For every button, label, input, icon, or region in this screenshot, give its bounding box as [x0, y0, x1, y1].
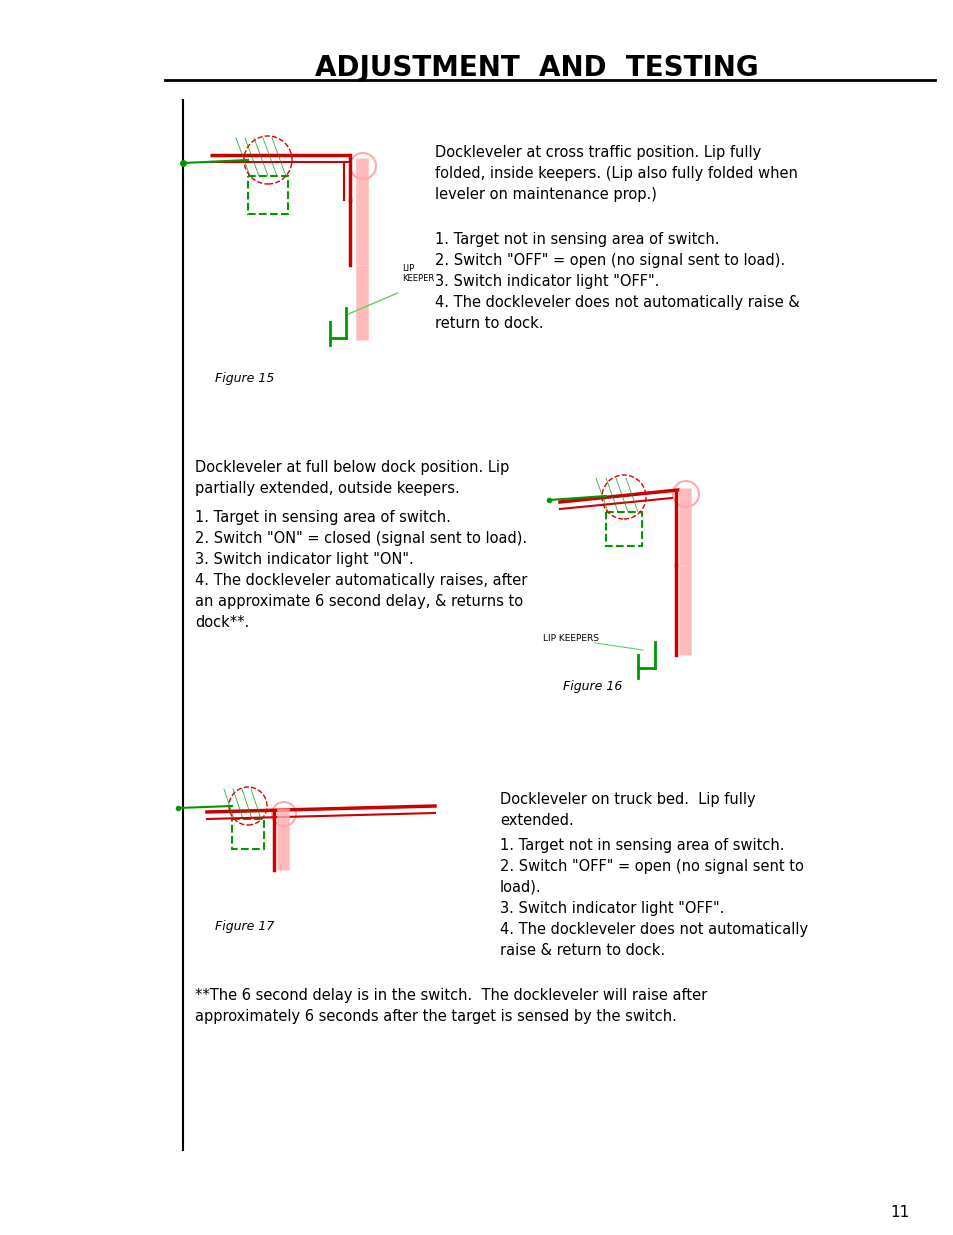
Bar	[248, 177, 288, 214]
Text: Figure 15: Figure 15	[214, 372, 274, 385]
Text: **The 6 second delay is in the switch.  The dockleveler will raise after
approxi: **The 6 second delay is in the switch. T…	[194, 988, 706, 1024]
Text: Figure 16: Figure 16	[562, 680, 621, 693]
Text: Dockleveler at cross traffic position. Lip fully
folded, inside keepers. (Lip al: Dockleveler at cross traffic position. L…	[435, 144, 797, 203]
Bar	[605, 513, 641, 546]
Text: ADJUSTMENT  AND  TESTING: ADJUSTMENT AND TESTING	[314, 54, 758, 82]
Text: Figure 17: Figure 17	[214, 920, 274, 932]
Text: LIP KEEPERS: LIP KEEPERS	[542, 634, 598, 643]
Text: 1. Target not in sensing area of switch.
2. Switch "OFF" = open (no signal sent : 1. Target not in sensing area of switch.…	[435, 232, 799, 331]
Text: LIP
KEEPER: LIP KEEPER	[401, 263, 434, 283]
Text: 1. Target not in sensing area of switch.
2. Switch "OFF" = open (no signal sent : 1. Target not in sensing area of switch.…	[499, 839, 807, 958]
Text: Dockleveler at full below dock position. Lip
partially extended, outside keepers: Dockleveler at full below dock position.…	[194, 459, 509, 496]
Text: Dockleveler on truck bed.  Lip fully
extended.: Dockleveler on truck bed. Lip fully exte…	[499, 792, 755, 827]
Bar	[232, 819, 264, 848]
Text: 11: 11	[889, 1205, 908, 1220]
Text: 1. Target in sensing area of switch.
2. Switch "ON" = closed (signal sent to loa: 1. Target in sensing area of switch. 2. …	[194, 510, 527, 630]
